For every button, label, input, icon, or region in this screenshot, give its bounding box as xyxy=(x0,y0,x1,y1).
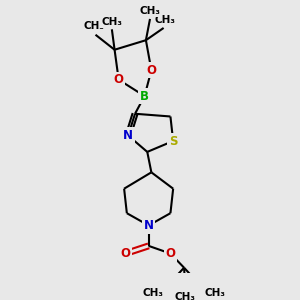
Text: O: O xyxy=(165,247,176,260)
Text: CH₃: CH₃ xyxy=(140,6,160,16)
Text: CH₃: CH₃ xyxy=(175,292,196,300)
Text: O: O xyxy=(146,64,156,77)
Text: O: O xyxy=(121,247,130,260)
Text: O: O xyxy=(114,73,124,86)
Text: CH₃: CH₃ xyxy=(154,15,176,25)
Text: CH₃: CH₃ xyxy=(205,288,226,298)
Text: S: S xyxy=(169,134,177,148)
Text: CH₃: CH₃ xyxy=(101,16,122,27)
Text: N: N xyxy=(144,219,154,232)
Text: B: B xyxy=(140,89,149,103)
Text: N: N xyxy=(123,129,133,142)
Text: CH₃: CH₃ xyxy=(84,22,105,32)
Text: CH₃: CH₃ xyxy=(142,288,164,298)
